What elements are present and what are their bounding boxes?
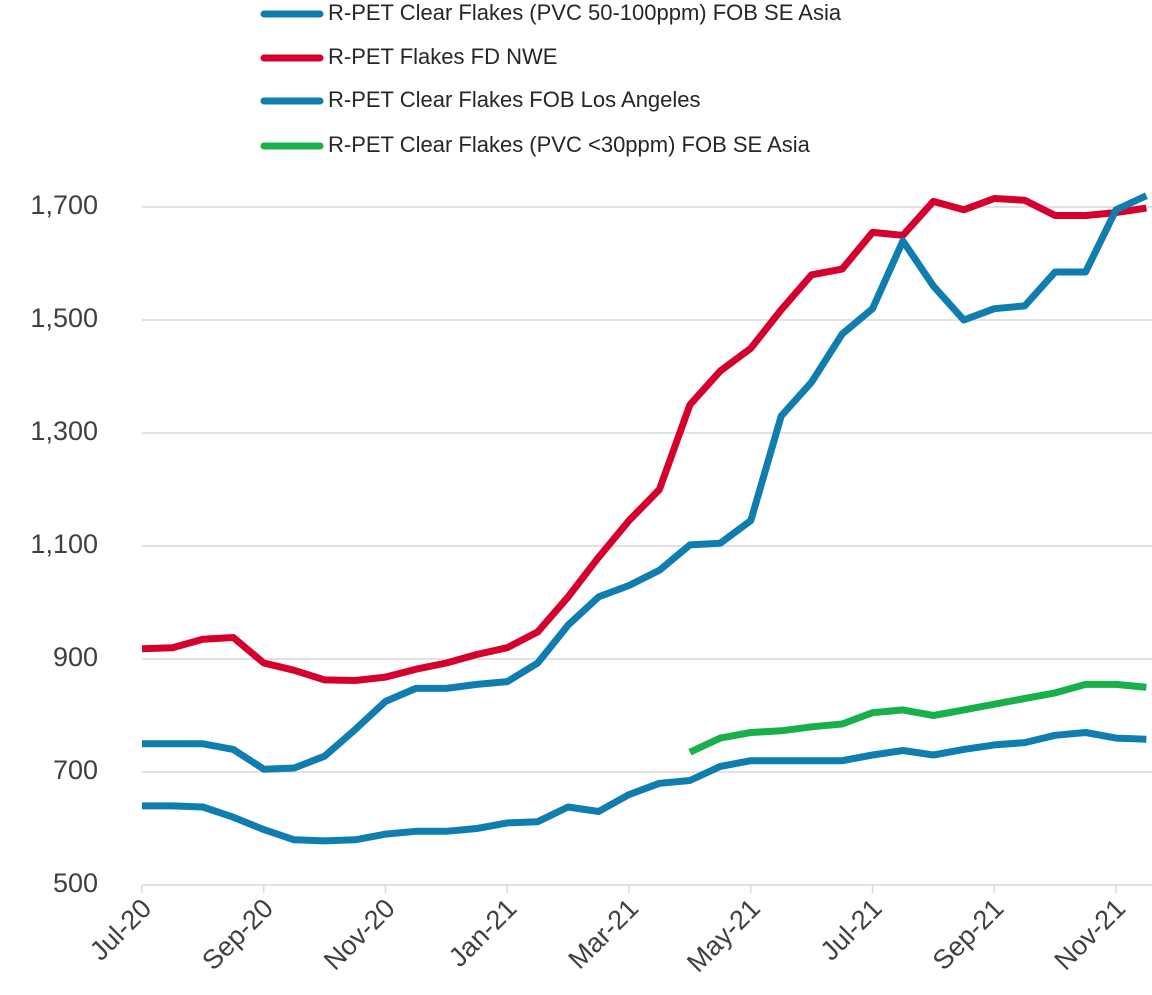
y-tick-label: 1,100: [30, 529, 98, 559]
legend-label: R-PET Clear Flakes (PVC <30ppm) FOB SE A…: [328, 132, 811, 157]
y-tick-label: 700: [53, 755, 98, 785]
y-tick-label: 1,500: [30, 303, 98, 333]
x-tick-label: Jul-20: [84, 893, 157, 966]
x-tick-label: Jan-21: [443, 893, 523, 973]
x-tick-label: May-21: [681, 893, 766, 978]
legend-label: R-PET Clear Flakes (PVC 50-100ppm) FOB S…: [328, 0, 842, 25]
x-tick-label: Jul-21: [815, 893, 888, 966]
y-tick-label: 500: [53, 868, 98, 898]
y-tick-label: 1,700: [30, 190, 98, 220]
legend-label: R-PET Clear Flakes FOB Los Angeles: [328, 87, 701, 112]
series-line: [142, 729, 1147, 845]
x-tick-label: Mar-21: [563, 893, 645, 975]
x-tick-label: Nov-21: [1049, 893, 1132, 976]
x-tick-label: Nov-20: [318, 893, 401, 976]
y-tick-label: 1,300: [30, 416, 98, 446]
series-line: [688, 680, 1147, 756]
legend-label: R-PET Flakes FD NWE: [328, 44, 557, 69]
series-line: [141, 195, 1147, 684]
series-line: [142, 192, 1148, 773]
y-tick-label: 900: [53, 642, 98, 672]
x-tick-label: Sep-21: [927, 893, 1010, 976]
x-tick-label: Sep-20: [196, 893, 279, 976]
